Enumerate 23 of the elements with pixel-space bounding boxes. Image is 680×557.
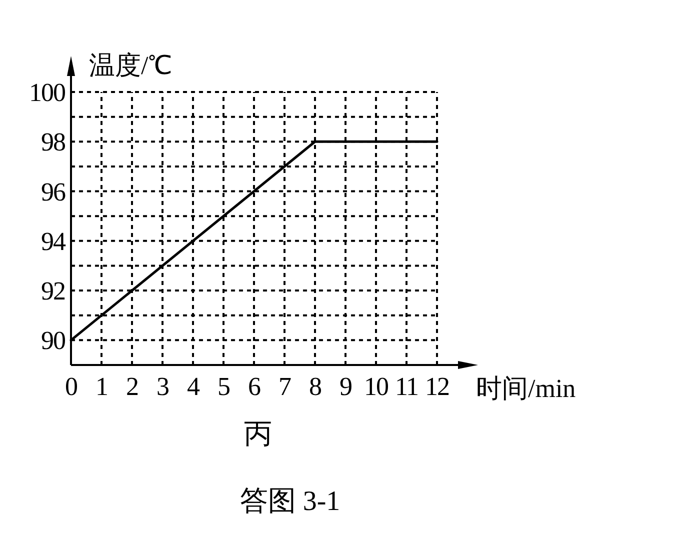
x-tick-label: 5: [218, 372, 230, 401]
y-tick-label: 98: [41, 128, 66, 157]
x-tick-label: 12: [425, 372, 449, 401]
x-tick-label: 10: [364, 372, 389, 401]
text: 丙: [244, 419, 272, 450]
text: 答图 3-1: [240, 486, 340, 517]
x-tick-label: 1: [96, 372, 108, 401]
y-tick-label: 92: [41, 276, 65, 306]
x-tick-label: 9: [340, 372, 352, 401]
x-tick-label: 0: [65, 372, 78, 401]
x-tick-label: 7: [278, 372, 292, 401]
x-tick-label: 3: [156, 372, 168, 401]
y-tick-label: 94: [41, 226, 66, 256]
x-axis-title: 时间/min: [476, 374, 576, 403]
x-tick-label: 6: [248, 372, 261, 401]
x-tick-label: 11: [394, 372, 418, 401]
y-tick-label: 100: [29, 78, 66, 107]
x-tick-label: 8: [309, 372, 322, 401]
x-tick-label: 4: [187, 372, 200, 401]
y-tick-label: 90: [41, 326, 66, 356]
y-tick-label: 96: [41, 177, 66, 206]
y-axis-title: 温度/℃: [89, 51, 172, 80]
x-tick-label: 2: [126, 372, 138, 401]
